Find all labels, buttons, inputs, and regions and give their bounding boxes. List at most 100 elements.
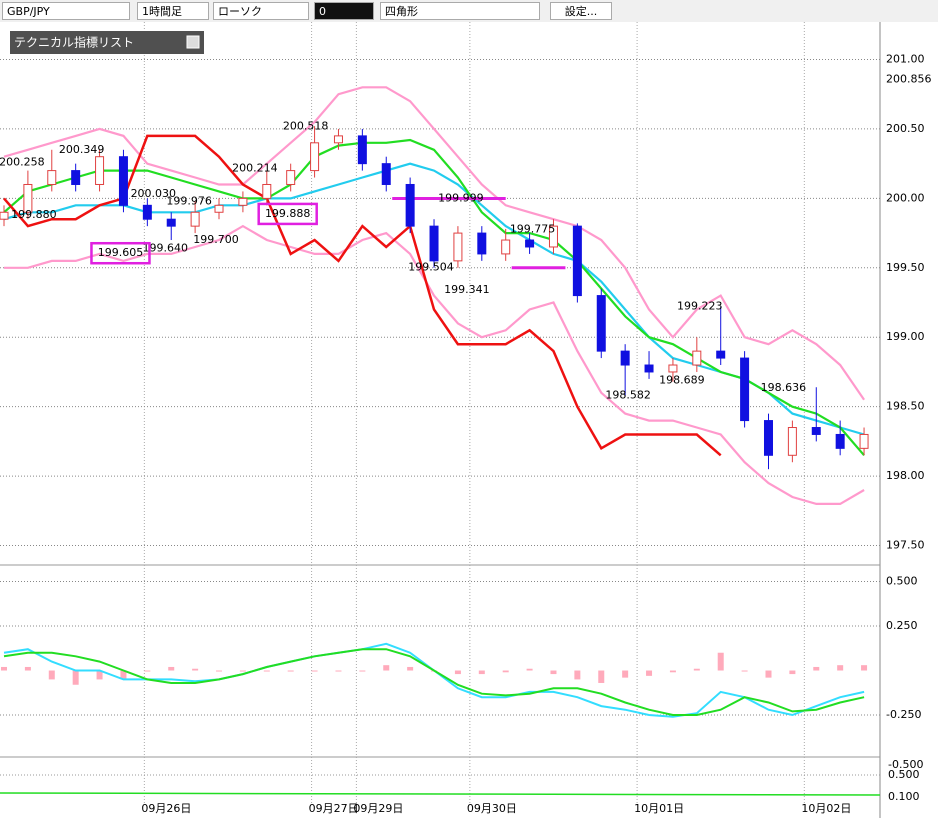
histogram-bar [550, 670, 557, 675]
y-tick-label: -0.250 [886, 708, 921, 721]
toggle-icon [186, 35, 200, 49]
annotation: 199.223 [677, 299, 723, 312]
timeframe-select[interactable]: 1時間足 [137, 2, 209, 20]
histogram-bar [72, 670, 79, 685]
histogram-bar [646, 670, 653, 676]
toolbar: GBP/JPY 1時間足 ローソク 0 四角形 設定... [0, 0, 938, 22]
histogram-bar [287, 670, 294, 672]
candle-body [238, 197, 248, 206]
histogram-bar [861, 665, 868, 671]
histogram-bar [263, 670, 270, 672]
histogram-bar [359, 670, 366, 672]
annotation: 200.030 [131, 187, 177, 200]
histogram-bar [120, 670, 127, 680]
settings: 設定... [564, 5, 598, 18]
symbol-select[interactable]: GBP/JPY [2, 2, 130, 20]
settings-button[interactable]: 設定... [550, 2, 612, 20]
indicator-list-button[interactable]: テクニカル指標リスト [10, 31, 204, 54]
bottom-label: -0.500 [888, 758, 923, 771]
shape-select[interactable]: 四角形 [380, 2, 540, 20]
candle-body [71, 170, 81, 185]
indicator-line [3, 162, 865, 436]
histogram-bar [502, 670, 509, 673]
candle-body [166, 218, 176, 227]
indicator-line [3, 86, 866, 401]
bottom-panel: -0.500 0.500 0.100 [0, 758, 923, 803]
histogram-bar [669, 670, 676, 673]
histogram-bar [717, 652, 724, 671]
color-select[interactable]: 0 [314, 2, 374, 20]
candle-body [214, 204, 224, 213]
annotation: 200.214 [232, 162, 278, 175]
price-marker-label: 200.856 [886, 72, 932, 85]
chart-style: ローソク [218, 5, 262, 18]
candle-body [453, 232, 463, 262]
candle-body [740, 357, 750, 422]
annotation: 199.880 [11, 208, 57, 221]
indicator-list-bg [10, 31, 204, 54]
candle-body [333, 135, 343, 144]
histogram-bar [693, 668, 700, 671]
candle-body [381, 163, 391, 185]
annotation-box [90, 241, 151, 265]
y-tick-label: 199.00 [886, 330, 925, 343]
candle-body [0, 211, 9, 220]
annotation: 198.636 [761, 381, 807, 394]
histogram-bar [1, 666, 7, 671]
x-tick-label: 10月01日 [634, 802, 684, 815]
annotation: 200.258 [0, 156, 45, 169]
annotation: 199.999 [438, 192, 484, 205]
candle-body [118, 156, 128, 206]
histogram-bar [454, 670, 461, 675]
candle-body [548, 225, 558, 248]
histogram-bar [813, 666, 820, 671]
annotation: 200.349 [59, 143, 105, 156]
candle-body [644, 364, 654, 373]
draw-shape: 四角形 [385, 5, 418, 18]
timeframe: 1時間足 [142, 5, 182, 18]
x-tick-label: 10月02日 [801, 802, 851, 815]
y-tick-label: 198.50 [886, 400, 925, 413]
indicator-line [3, 138, 865, 457]
candle-body [787, 427, 797, 456]
indicator-line [3, 648, 865, 716]
candle-body [501, 239, 511, 255]
candle-body [716, 350, 726, 359]
histogram-bar [383, 665, 390, 671]
candle-body [620, 350, 630, 366]
bottom-line [0, 792, 881, 796]
histogram-bar [239, 670, 246, 672]
annotation: 200.518 [283, 119, 329, 132]
histogram-bar [192, 668, 199, 671]
annotation: 199.888 [265, 207, 311, 220]
annotation: 199.700 [193, 233, 239, 246]
candle-body [23, 183, 33, 213]
candle-body [811, 427, 821, 435]
x-tick-label: 09月27日 [309, 802, 359, 815]
histogram-bar [96, 670, 103, 680]
histogram-bar [48, 670, 55, 680]
annotation-box [257, 202, 318, 226]
y-tick-label: 200.50 [886, 122, 925, 135]
candle-body [190, 211, 200, 227]
candle-body [525, 239, 535, 248]
annotation: 198.689 [659, 373, 705, 386]
symbol: GBP/JPY [7, 5, 50, 18]
histogram-bar [407, 666, 414, 671]
draw-color: 0 [319, 5, 326, 18]
candle-body [142, 204, 152, 220]
annotation: 199.640 [143, 241, 189, 254]
histogram-bar [837, 665, 844, 671]
x-tick-label: 09月30日 [467, 802, 517, 815]
indicator-list: テクニカル指標リスト [14, 35, 134, 50]
indicator-line [4, 224, 865, 505]
x-tick-label: 09月29日 [353, 802, 403, 815]
candle-body [692, 350, 702, 366]
style-select[interactable]: ローソク [213, 2, 309, 20]
candle-body [596, 295, 606, 352]
candle-body [668, 364, 678, 373]
y-tick-label: 201.00 [886, 52, 925, 65]
histogram-bar [574, 670, 581, 680]
